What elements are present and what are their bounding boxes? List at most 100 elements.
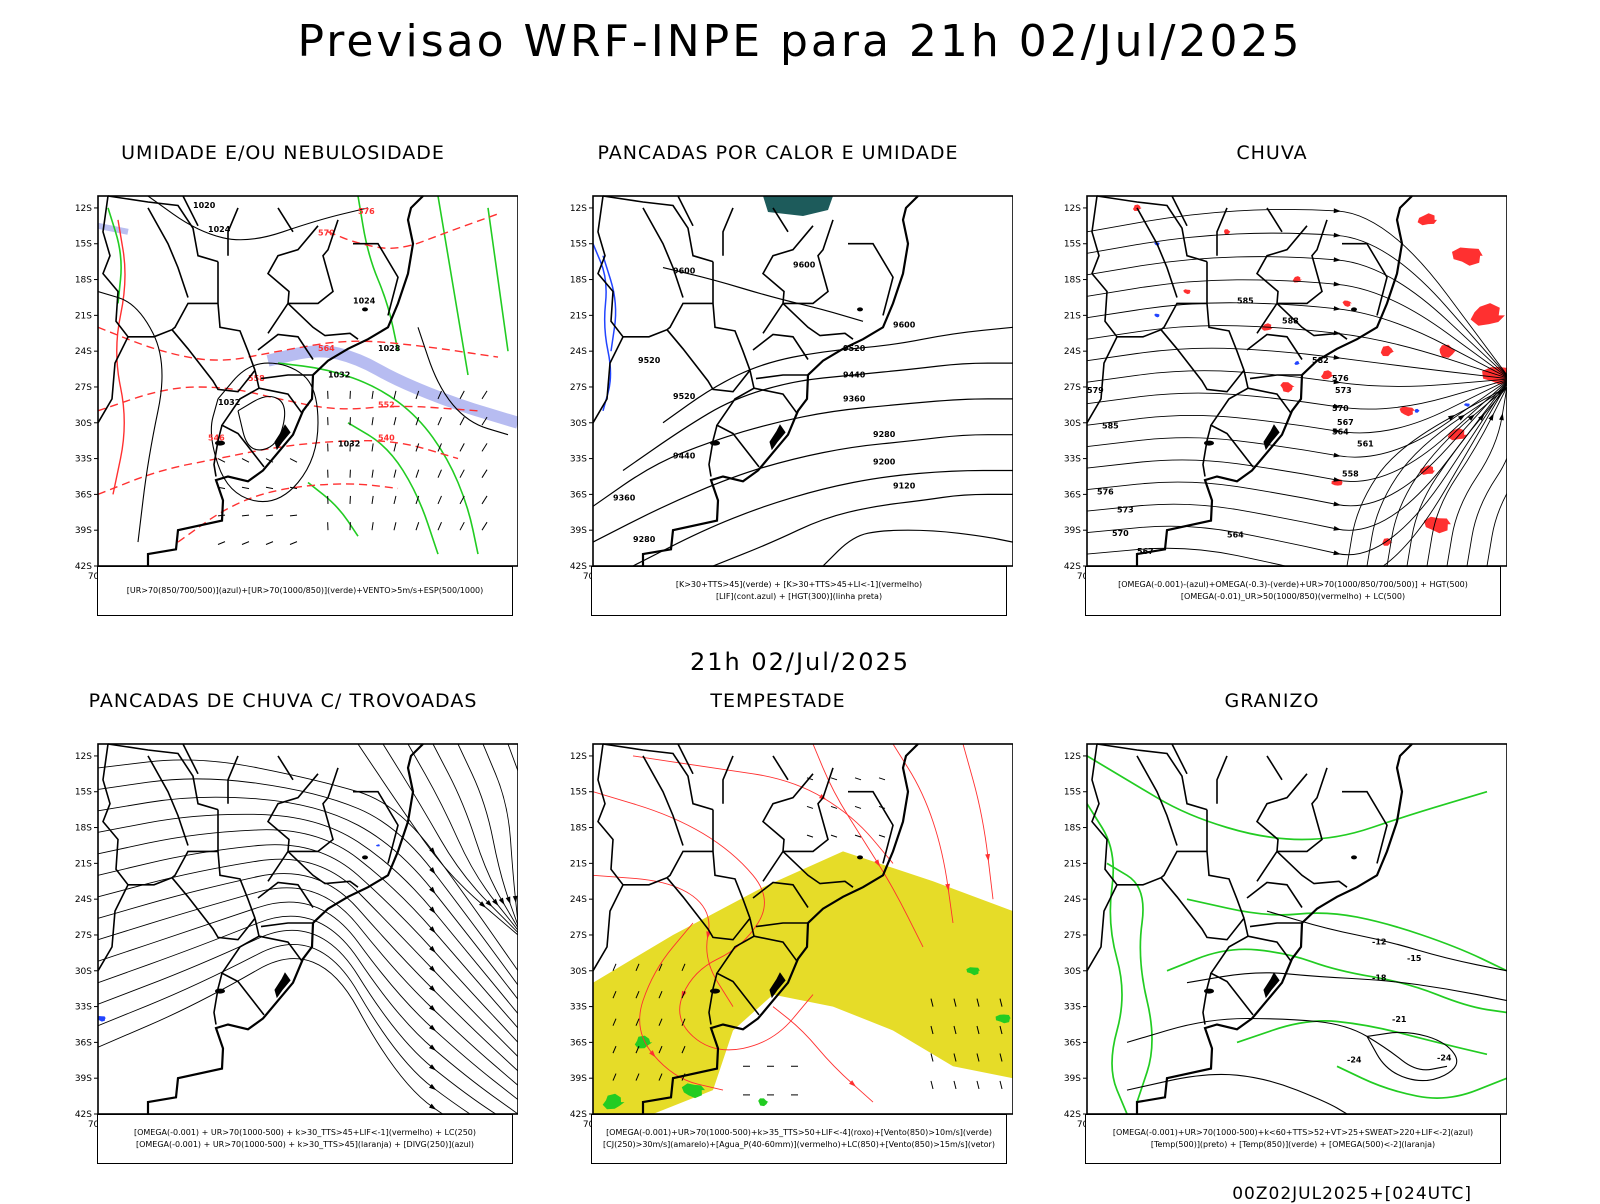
streamline [98,845,518,1043]
wind-vector [831,806,837,808]
wind-vector [218,459,225,463]
lc850-streamline [963,744,993,899]
map-content: 9600960096009520952095209440944093609360… [593,196,1013,566]
contour-label: -12 [1372,938,1386,947]
omega-area [1464,403,1470,406]
border-line [1342,792,1387,864]
contour-label: 567 [1337,418,1354,427]
streamline-arrow [506,897,511,905]
wind-vector [266,515,273,516]
wind-vector [242,542,249,545]
contour-label: 561 [1357,440,1374,449]
jet-core-area [593,851,1013,1114]
lat-label: 15S [570,240,587,250]
lat-label: 33S [1064,455,1081,465]
isobar [98,292,162,543]
lat-label: 27S [570,383,587,393]
panel-title: PANCADAS DE CHUVA C/ TROVOADAS [48,690,518,712]
panel-title: UMIDADE E/OU NEBULOSIDADE [48,142,518,164]
wind-vector [372,417,373,425]
contour-label: 9520 [638,356,661,365]
thickness-contour [113,220,125,495]
border-line [1207,810,1244,919]
streamline [1087,371,1507,387]
streamline-arrow [513,896,518,903]
map-content: -12-15-18-21-24-24 [1087,756,1507,1114]
border-line [763,226,813,333]
lat-label: 33S [570,1003,587,1013]
panel-title: CHUVA [1037,142,1507,164]
contour-label: 1032 [328,370,350,379]
border-line [1172,196,1187,226]
border-line [848,792,893,864]
lagoa-dos-patos [275,973,290,997]
border-line [603,196,713,262]
wind-vector [855,806,861,808]
lake [1351,307,1357,311]
contour-label: 1024 [353,296,376,305]
lake [710,989,720,994]
wind-vector [242,515,249,516]
lat-label: 27S [1064,383,1081,393]
streamline-arrow [492,899,498,906]
lc850-streamline [633,756,893,864]
lat-label: 39S [570,1074,587,1084]
lat-label: 18S [570,276,587,286]
streamline-arrow [1333,550,1341,555]
footer-run-info: 00Z02JUL2025+[024UTC] [1232,1184,1472,1204]
precip-area [1471,303,1505,326]
streamline [98,874,518,1071]
wind-vector [266,487,273,488]
contour-label: 9600 [793,261,816,270]
political-boundaries [1087,196,1412,566]
lat-label: 33S [1064,1003,1081,1013]
lat-label: 30S [570,419,587,429]
border-line [709,425,717,476]
contour-label: 564 [1227,530,1244,539]
map-content: 5855885825765735705675645615585795765735… [1087,205,1507,580]
border-line [713,262,750,371]
map-frame [1087,196,1507,566]
border-line [1248,388,1291,413]
streamline [358,744,518,935]
streamline [1087,381,1507,457]
border-line [1172,744,1187,774]
wind-vector [290,542,297,545]
lat-label: 15S [75,240,92,250]
contour-label: -18 [1372,973,1387,982]
temp500-contour [1267,911,1507,971]
border-line [713,810,750,919]
border-line [1267,208,1282,232]
contour-label: 1020 [193,201,216,210]
streamline [98,797,518,999]
lat-label: 42S [75,1110,92,1120]
streamline-arrow [1334,355,1342,360]
lat-label: 12S [1064,204,1081,214]
contour-label: 1028 [378,344,401,353]
legend-umidade: [UR>70(850/700/500)](azul)+[UR>70(1000/8… [97,566,513,616]
legend-line: [K>30+TTS>45](verde) + [K>30+TTS>45+LI<-… [592,579,1006,591]
lat-label: 21S [570,859,587,869]
legend-line: [OMEGA(-0.01)_UR>50(1000/850)(vermelho) … [1086,591,1500,603]
wind-vector [482,496,487,504]
wind-vector [372,470,373,478]
border-line [763,774,813,882]
streamline [98,888,518,1086]
lat-label: 30S [1064,967,1081,977]
border-line [148,756,188,846]
wind-vector [394,470,396,478]
border-line [268,226,318,333]
hgt300-contour [663,327,1013,423]
lat-label: 30S [75,967,92,977]
lat-label: 24S [75,347,92,357]
omega-area [1294,361,1300,365]
contour-label: 9280 [873,430,896,439]
wind-vector [218,542,225,545]
map-pancadas-trovoadas: 12S15S18S21S24S27S30S33S36S39S42S70W65W6… [48,716,518,1168]
streamline [98,902,518,1100]
lat-label: 18S [75,824,92,834]
contour-label: 9120 [893,481,916,490]
wind-vector [855,778,861,780]
